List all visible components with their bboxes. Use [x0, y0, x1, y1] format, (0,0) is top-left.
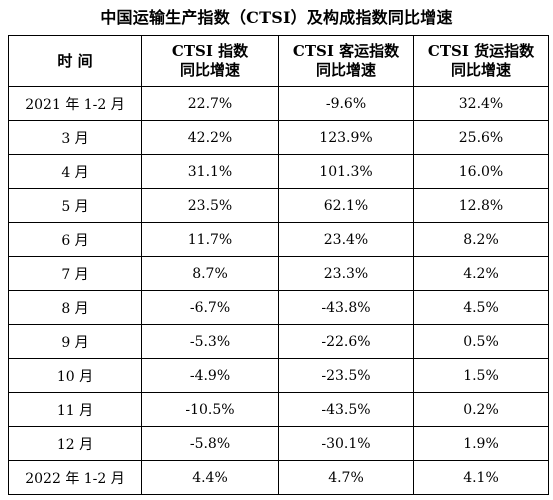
cell-period: 8 月	[8, 290, 142, 325]
cell-period: 6 月	[8, 222, 142, 257]
cell-ctsi: 31.1%	[141, 154, 279, 189]
cell-passenger: -9.6%	[278, 86, 414, 121]
header-period: 时 间	[8, 35, 142, 87]
cell-period: 4 月	[8, 154, 142, 189]
cell-ctsi: 42.2%	[141, 120, 279, 155]
header-ctsi-line1: CTSI 指数	[171, 42, 249, 60]
cell-period: 9 月	[8, 324, 142, 359]
cell-period: 11 月	[8, 392, 142, 427]
cell-passenger: 123.9%	[278, 120, 414, 155]
table-row: 6 月 11.7% 23.4% 8.2%	[8, 222, 549, 257]
table-row: 2021 年 1-2 月 22.7% -9.6% 32.4%	[8, 86, 549, 121]
cell-ctsi: 11.7%	[141, 222, 279, 257]
table-title: 中国运输生产指数（CTSI）及构成指数同比增速	[100, 8, 453, 27]
cell-freight: 25.6%	[413, 120, 549, 155]
cell-ctsi: 8.7%	[141, 256, 279, 291]
cell-passenger: 23.4%	[278, 222, 414, 257]
header-freight-line1: CTSI 货运指数	[427, 42, 535, 60]
header-passenger: CTSI 客运指数 同比增速	[278, 35, 414, 87]
cell-passenger: -43.8%	[278, 290, 414, 325]
table-row: 2022 年 1-2 月 4.4% 4.7% 4.1%	[8, 460, 549, 495]
cell-period: 5 月	[8, 188, 142, 223]
cell-passenger: -23.5%	[278, 358, 414, 393]
cell-passenger: -22.6%	[278, 324, 414, 359]
cell-ctsi: 4.4%	[141, 460, 279, 495]
cell-freight: 12.8%	[413, 188, 549, 223]
cell-ctsi: -4.9%	[141, 358, 279, 393]
cell-passenger: 4.7%	[278, 460, 414, 495]
ctsi-growth-table: 时 间 CTSI 指数 同比增速 CTSI 客运指数 同比增速 CTSI 货运指…	[8, 35, 549, 495]
header-row: 时 间 CTSI 指数 同比增速 CTSI 客运指数 同比增速 CTSI 货运指…	[8, 35, 549, 87]
cell-period: 12 月	[8, 426, 142, 461]
cell-ctsi: 23.5%	[141, 188, 279, 223]
cell-freight: 0.5%	[413, 324, 549, 359]
cell-ctsi: -5.8%	[141, 426, 279, 461]
table-row: 7 月 8.7% 23.3% 4.2%	[8, 256, 549, 291]
header-period-label: 时 间	[57, 51, 93, 70]
cell-passenger: -30.1%	[278, 426, 414, 461]
header-passenger-line2: 同比增速	[315, 61, 376, 79]
table-row: 9 月 -5.3% -22.6% 0.5%	[8, 324, 549, 359]
cell-passenger: 101.3%	[278, 154, 414, 189]
table-row: 12 月 -5.8% -30.1% 1.9%	[8, 426, 549, 461]
header-freight: CTSI 货运指数 同比增速	[413, 35, 549, 87]
cell-passenger: 23.3%	[278, 256, 414, 291]
cell-ctsi: 22.7%	[141, 86, 279, 121]
header-passenger-line1: CTSI 客运指数	[292, 42, 400, 60]
cell-freight: 4.2%	[413, 256, 549, 291]
cell-ctsi: -10.5%	[141, 392, 279, 427]
table-body: 2021 年 1-2 月 22.7% -9.6% 32.4% 3 月 42.2%…	[8, 86, 549, 495]
cell-period: 10 月	[8, 358, 142, 393]
cell-ctsi: -5.3%	[141, 324, 279, 359]
table-row: 11 月 -10.5% -43.5% 0.2%	[8, 392, 549, 427]
header-freight-line2: 同比增速	[450, 61, 511, 79]
table-row: 5 月 23.5% 62.1% 12.8%	[8, 188, 549, 223]
cell-period: 2021 年 1-2 月	[8, 86, 142, 121]
cell-freight: 4.1%	[413, 460, 549, 495]
cell-period: 7 月	[8, 256, 142, 291]
header-ctsi: CTSI 指数 同比增速	[141, 35, 279, 87]
cell-freight: 4.5%	[413, 290, 549, 325]
cell-freight: 16.0%	[413, 154, 549, 189]
cell-freight: 1.9%	[413, 426, 549, 461]
table-row: 8 月 -6.7% -43.8% 4.5%	[8, 290, 549, 325]
table-row: 3 月 42.2% 123.9% 25.6%	[8, 120, 549, 155]
cell-freight: 32.4%	[413, 86, 549, 121]
cell-period: 3 月	[8, 120, 142, 155]
cell-freight: 8.2%	[413, 222, 549, 257]
header-ctsi-line2: 同比增速	[179, 61, 240, 79]
cell-passenger: -43.5%	[278, 392, 414, 427]
cell-freight: 0.2%	[413, 392, 549, 427]
cell-period: 2022 年 1-2 月	[8, 460, 142, 495]
table-row: 4 月 31.1% 101.3% 16.0%	[8, 154, 549, 189]
cell-freight: 1.5%	[413, 358, 549, 393]
cell-ctsi: -6.7%	[141, 290, 279, 325]
table-row: 10 月 -4.9% -23.5% 1.5%	[8, 358, 549, 393]
cell-passenger: 62.1%	[278, 188, 414, 223]
